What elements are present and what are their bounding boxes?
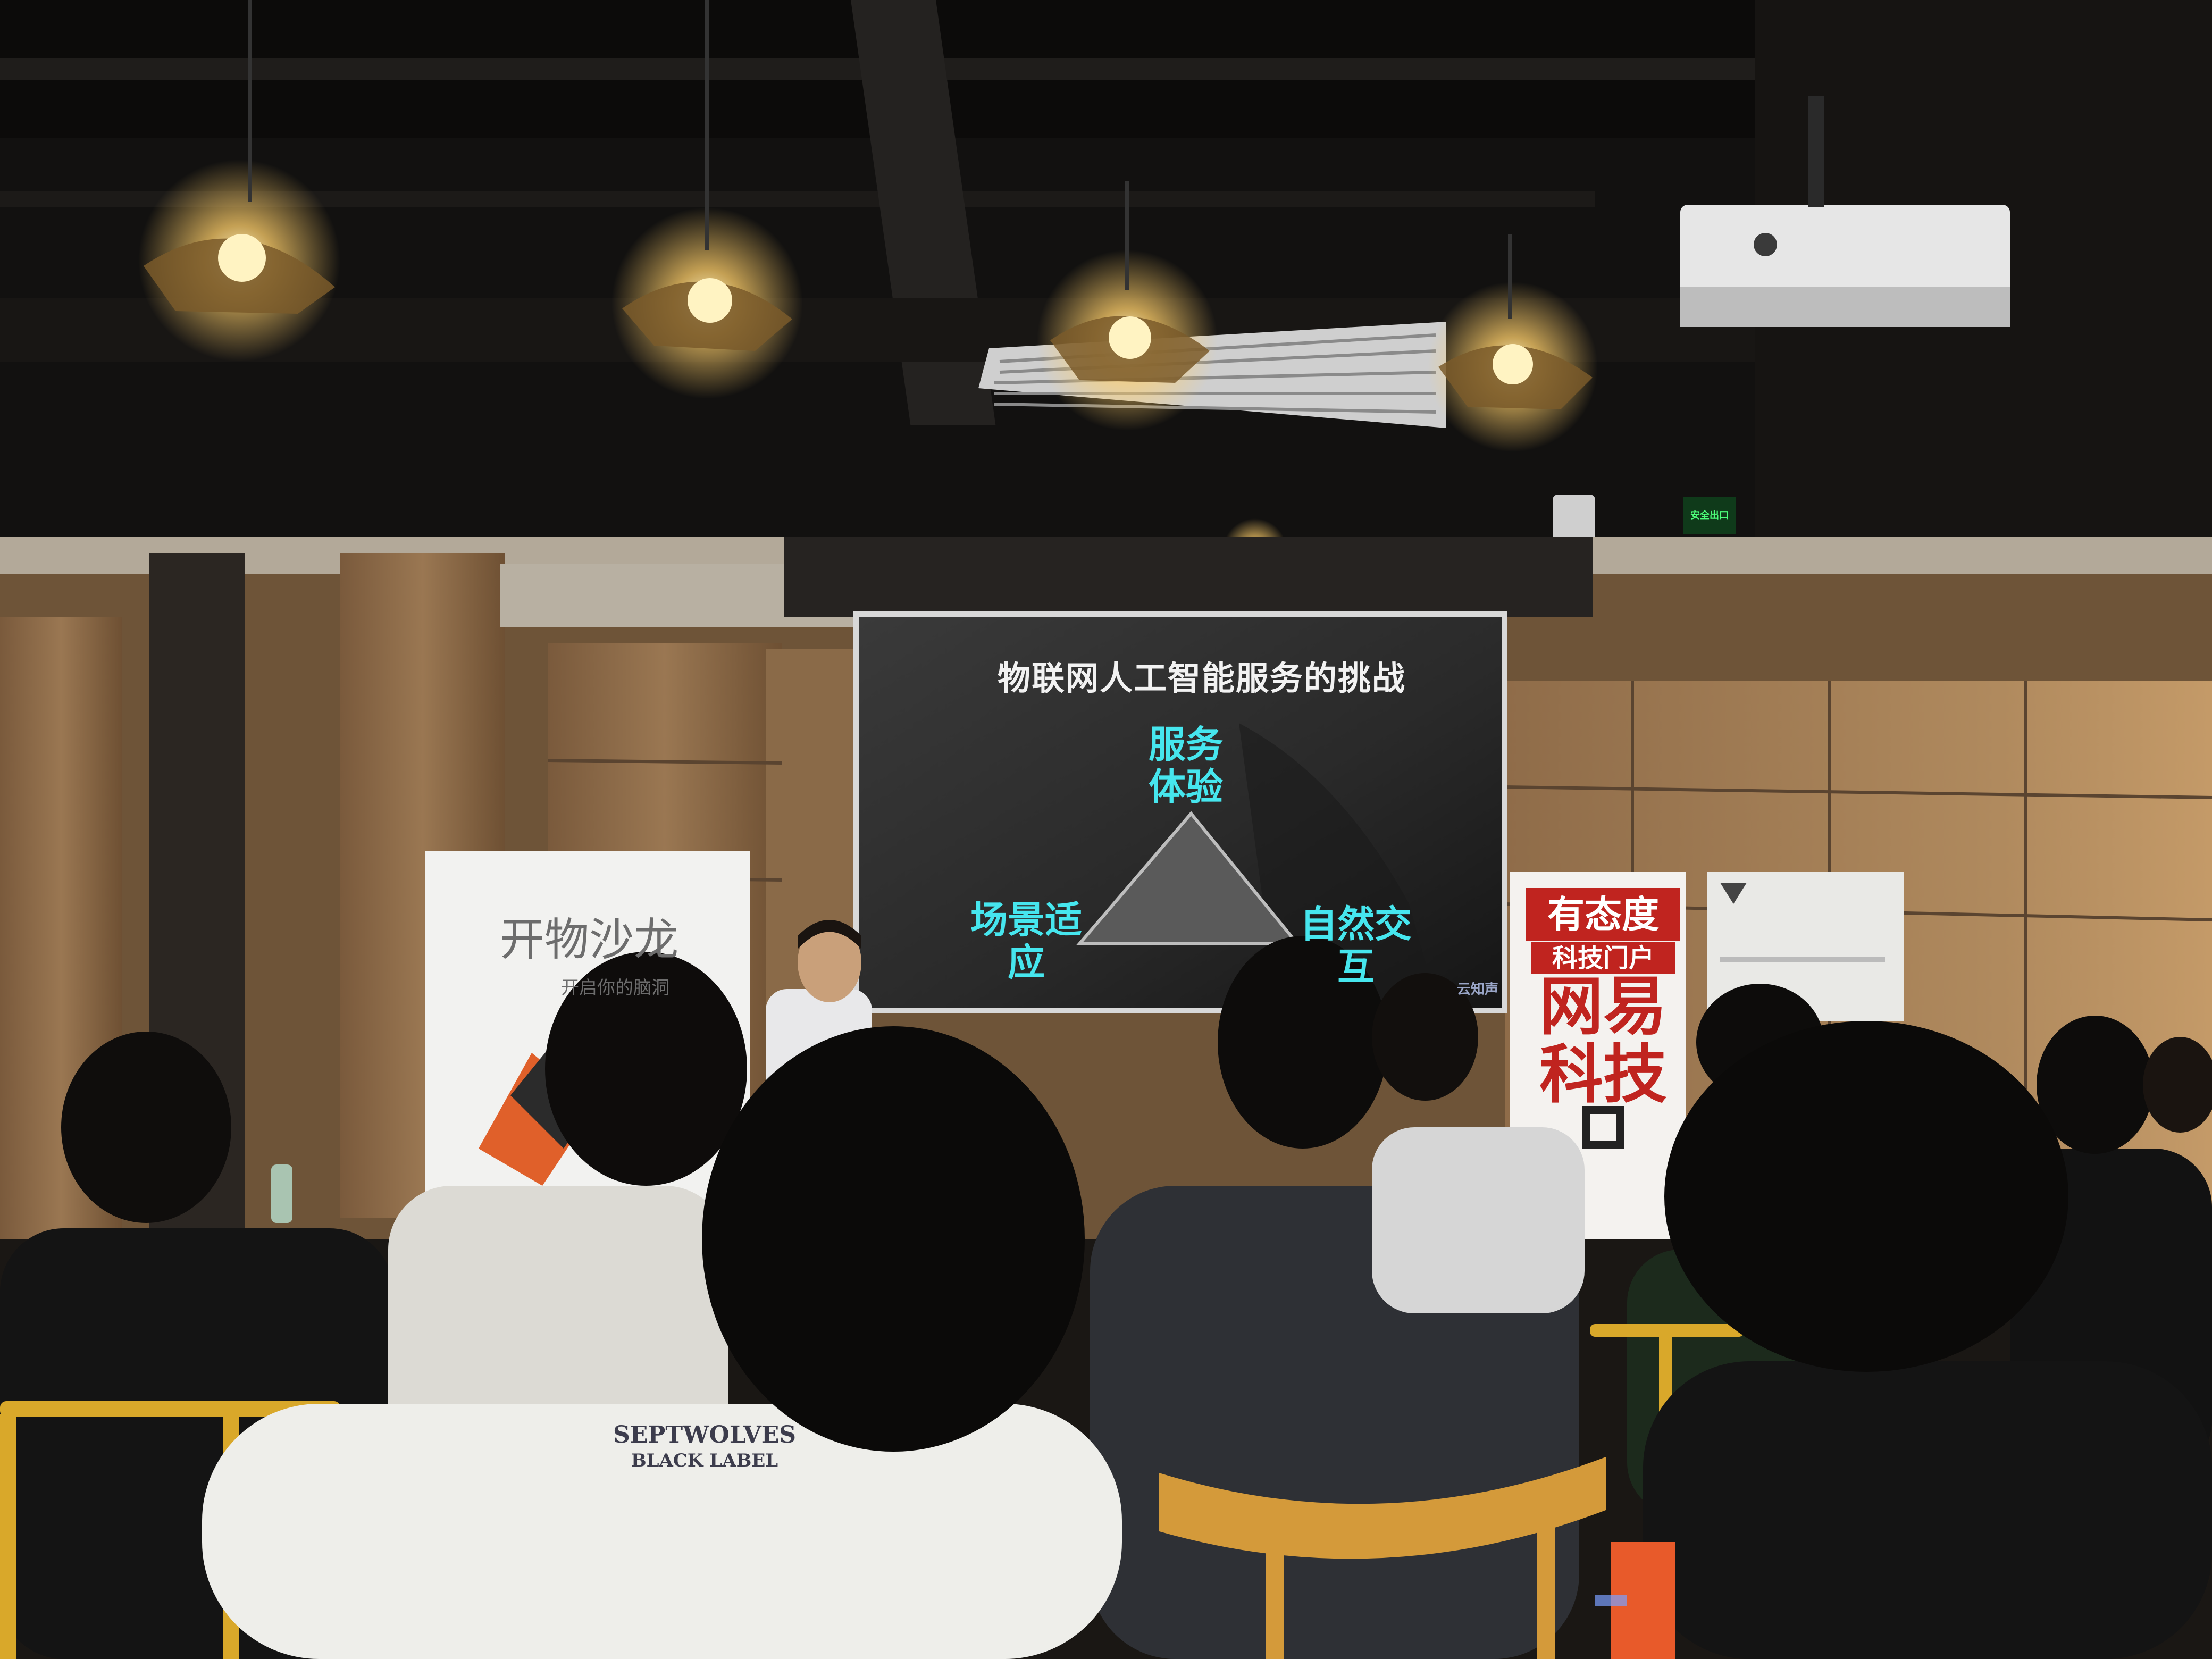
water-bottle: [271, 1164, 292, 1223]
left-banner-subtitle: 开启你的脑洞: [561, 977, 669, 999]
slide-label-left: 场景适应: [970, 898, 1082, 984]
slide-label-right: 自然交互: [1300, 903, 1412, 988]
wooden-chair: [1159, 1457, 1606, 1659]
netease-banner-brand: 网易科技: [1539, 970, 1667, 1112]
pendant-lamp: [611, 0, 803, 399]
shirt-print-line1: SEPTWOLVES: [613, 1421, 797, 1448]
pendant-lamp: [1037, 181, 1218, 431]
netease-banner-line1: 有态度: [1526, 888, 1680, 941]
netease-banner-line2: 科技门户: [1531, 942, 1675, 974]
slide-title: 物联网人工智能服务的挑战: [997, 659, 1406, 698]
shirt-print: SEPTWOLVES BLACK LABEL: [593, 1422, 816, 1473]
slide-label-top: 服务体验: [1149, 723, 1223, 809]
slide-triangle: [1076, 811, 1301, 945]
exit-sign: 安全出口: [1683, 497, 1736, 534]
audience-member: [202, 1026, 1122, 1659]
shirt-print-line2: BLACK LABEL: [631, 1450, 778, 1471]
pendant-lamp: [138, 0, 340, 362]
audience-member: [1611, 1021, 2212, 1659]
slide-watermark: 云知声: [1457, 982, 1499, 998]
left-banner-title: 开物沙龙: [500, 914, 679, 966]
pendant-lamp: [1428, 234, 1598, 452]
